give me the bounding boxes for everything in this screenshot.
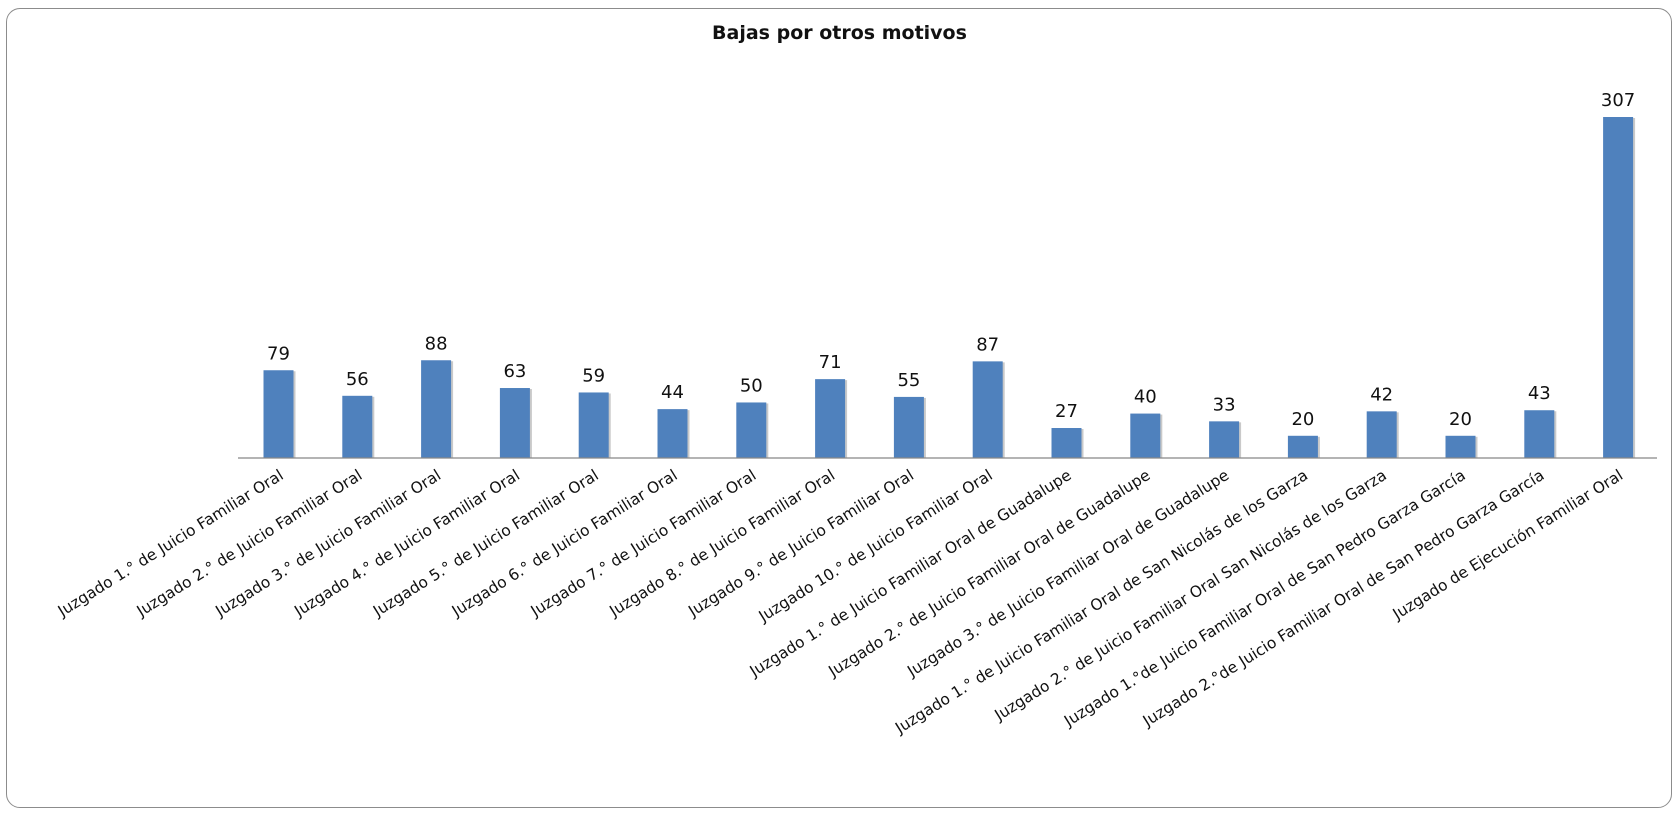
bar [1051,428,1082,458]
bar [1603,117,1634,458]
bar [1366,411,1397,458]
data-label: 307 [1601,90,1635,111]
bar [1524,410,1555,458]
data-label: 20 [1449,409,1472,430]
data-label: 40 [1134,387,1157,408]
data-label: 20 [1291,409,1314,430]
data-label: 63 [503,361,526,382]
bar [657,409,688,458]
chart-title: Bajas por otros motivos [712,22,967,44]
data-label: 42 [1370,384,1393,405]
bar [1130,413,1161,458]
bar [1445,435,1476,458]
data-label: 79 [267,343,290,364]
bar [893,396,924,458]
bar [736,402,767,458]
bar [972,361,1003,458]
data-label: 44 [661,382,684,403]
data-label: 88 [425,333,448,354]
data-label: 43 [1528,383,1551,404]
bar [578,392,609,458]
data-label: 87 [976,334,999,355]
bar [342,395,373,458]
bar [263,370,294,458]
bar [1209,421,1240,458]
bar [1287,435,1318,458]
data-label: 59 [582,365,605,386]
bar [421,360,452,458]
data-label: 56 [346,369,369,390]
bar [499,388,530,458]
data-label: 33 [1213,394,1236,415]
data-label: 55 [897,370,920,391]
data-label: 50 [740,375,763,396]
data-label: 71 [819,352,842,373]
bar [815,379,846,458]
data-label: 27 [1055,401,1078,422]
